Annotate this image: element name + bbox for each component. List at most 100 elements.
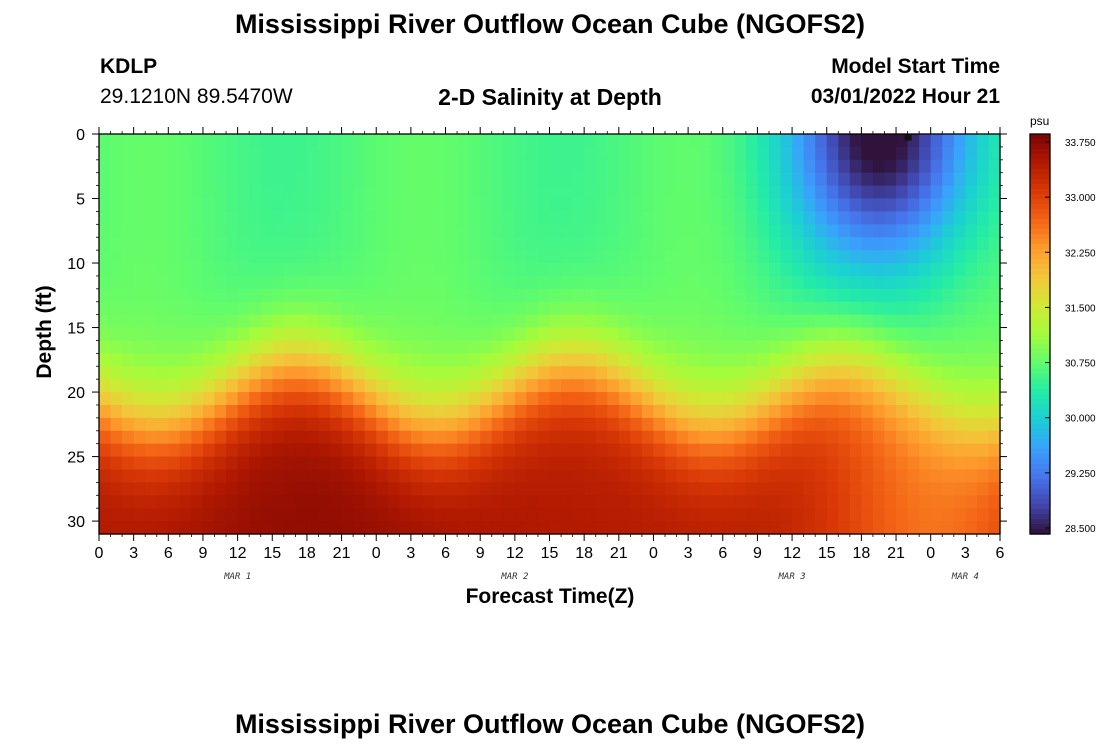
- heatmap-cell: [179, 456, 193, 471]
- heatmap-cell: [872, 456, 886, 471]
- heatmap-cell: [399, 211, 412, 225]
- heatmap-cell: [122, 224, 135, 238]
- heatmap-cell: [283, 340, 296, 354]
- heatmap-cell: [976, 430, 990, 445]
- heatmap-cell: [884, 224, 897, 238]
- heatmap-cell: [399, 198, 412, 213]
- heatmap-cell: [237, 198, 250, 213]
- heatmap-cell: [191, 404, 204, 419]
- heatmap-cell: [826, 469, 839, 483]
- heatmap-cell: [849, 275, 862, 290]
- heatmap-cell: [145, 198, 158, 213]
- heatmap-cell: [699, 469, 712, 483]
- heatmap-cell: [376, 430, 389, 445]
- heatmap-cell: [676, 495, 689, 509]
- heatmap-cell: [584, 495, 597, 509]
- heatmap-cell: [156, 379, 169, 393]
- colorbar-segment: [1030, 219, 1050, 225]
- heatmap-cell: [457, 417, 470, 432]
- heatmap-cell: [653, 301, 666, 316]
- heatmap-cell: [514, 288, 527, 303]
- heatmap-cell: [792, 430, 805, 445]
- heatmap-cell: [653, 353, 666, 367]
- heatmap-cell: [976, 146, 990, 161]
- heatmap-cell: [595, 366, 608, 380]
- heatmap-cell: [422, 508, 435, 522]
- heatmap-cell: [237, 443, 250, 458]
- heatmap-cell: [526, 224, 539, 238]
- heatmap-cell: [364, 185, 377, 200]
- heatmap-cell: [549, 469, 562, 483]
- colorbar-segment: [1030, 214, 1050, 220]
- heatmap-cell: [249, 224, 262, 238]
- model-start-label: Model Start Time: [831, 55, 1000, 78]
- heatmap-cell: [145, 314, 158, 329]
- heatmap-cell: [699, 263, 712, 277]
- heatmap-cell: [376, 392, 389, 406]
- heatmap-cell: [826, 430, 839, 445]
- heatmap-cell: [110, 327, 123, 342]
- heatmap-cell: [237, 211, 250, 225]
- heatmap-cell: [399, 495, 412, 509]
- heatmap-cell: [919, 392, 932, 406]
- heatmap-cell: [872, 172, 886, 187]
- heatmap-cell: [480, 185, 493, 200]
- heatmap-cell: [780, 263, 793, 277]
- heatmap-cell: [734, 237, 747, 251]
- heatmap-cell: [237, 172, 250, 187]
- heatmap-cell: [133, 185, 146, 200]
- heatmap-cell: [988, 482, 1001, 496]
- heatmap-cell: [387, 417, 400, 432]
- heatmap-cell: [168, 469, 181, 483]
- heatmap-cell: [653, 366, 666, 380]
- heatmap-cell: [387, 469, 400, 483]
- heatmap-cell: [861, 146, 874, 161]
- heatmap-cell: [942, 237, 955, 251]
- heatmap-cell: [191, 250, 204, 264]
- heatmap-cell: [907, 198, 920, 213]
- heatmap-cell: [145, 392, 158, 406]
- heatmap-cell: [433, 417, 447, 432]
- heatmap-cell: [514, 263, 527, 277]
- heatmap-cell: [572, 404, 585, 419]
- heatmap-cell: [745, 134, 759, 148]
- heatmap-cell: [849, 250, 862, 264]
- heatmap-cell: [618, 404, 631, 419]
- heatmap-cell: [214, 379, 227, 393]
- x-tick-label: 15: [541, 545, 559, 562]
- heatmap-cell: [387, 340, 400, 354]
- heatmap-cell: [272, 159, 285, 174]
- heatmap-cell: [99, 250, 112, 264]
- heatmap-cell: [699, 211, 712, 225]
- heatmap-cell: [514, 379, 527, 393]
- heatmap-cell: [584, 392, 597, 406]
- heatmap-cell: [665, 185, 678, 200]
- heatmap-cell: [641, 250, 655, 264]
- heatmap-cell: [514, 404, 527, 419]
- heatmap-cell: [641, 417, 655, 432]
- heatmap-cell: [468, 172, 481, 187]
- heatmap-cell: [630, 366, 643, 380]
- heatmap-cell: [99, 508, 112, 522]
- heatmap-cell: [330, 482, 343, 496]
- heatmap-cell: [572, 185, 585, 200]
- x-tick-label: 6: [996, 545, 1005, 562]
- heatmap-cell: [699, 366, 712, 380]
- heatmap-cell: [942, 172, 955, 187]
- heatmap-cell: [399, 469, 412, 483]
- heatmap-cell: [110, 250, 123, 264]
- heatmap-cell: [572, 146, 585, 161]
- heatmap-cell: [237, 508, 250, 522]
- heatmap-cell: [803, 392, 816, 406]
- heatmap-cell: [503, 237, 516, 251]
- heatmap-cell: [584, 314, 597, 329]
- heatmap-cell: [422, 172, 435, 187]
- heatmap-cell: [872, 469, 886, 483]
- heatmap-cell: [110, 134, 123, 148]
- heatmap-cell: [214, 353, 227, 367]
- heatmap-cell: [156, 456, 169, 471]
- heatmap-cell: [641, 146, 655, 161]
- heatmap-cell: [376, 404, 389, 419]
- heatmap-cell: [526, 263, 539, 277]
- heatmap-cell: [514, 521, 527, 535]
